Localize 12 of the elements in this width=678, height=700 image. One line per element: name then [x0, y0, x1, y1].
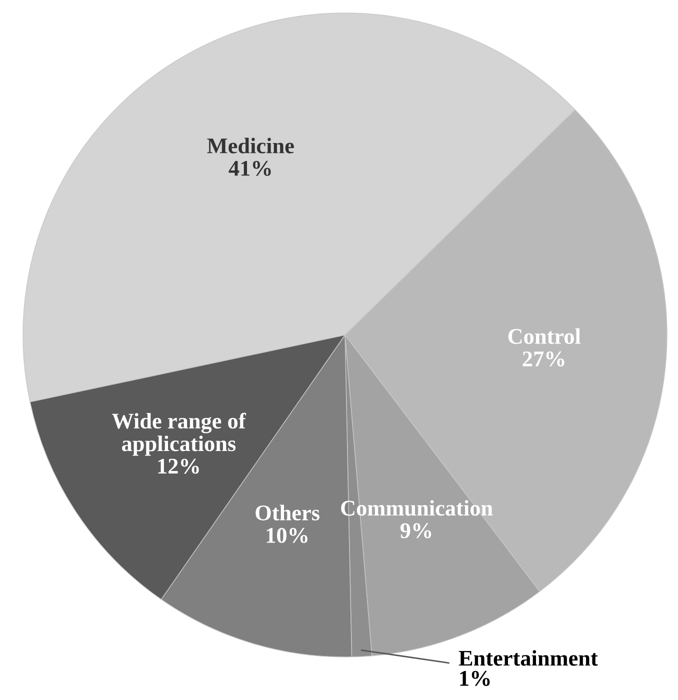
data-label: 9%	[400, 523, 432, 538]
slice-label: Entertainment	[458, 650, 598, 666]
slice-label: Others	[256, 504, 320, 520]
data-label: 27%	[522, 351, 564, 366]
slice-label: Communication	[341, 500, 493, 516]
data-label: 41%	[228, 160, 271, 176]
slice-label: Medicine	[207, 138, 294, 154]
data-label: 10%	[266, 528, 308, 543]
slice-label: Control	[508, 328, 581, 344]
slice-label: Wide range of applications	[112, 412, 246, 456]
data-label: 12%	[158, 458, 199, 474]
data-label: 1%	[460, 670, 490, 686]
